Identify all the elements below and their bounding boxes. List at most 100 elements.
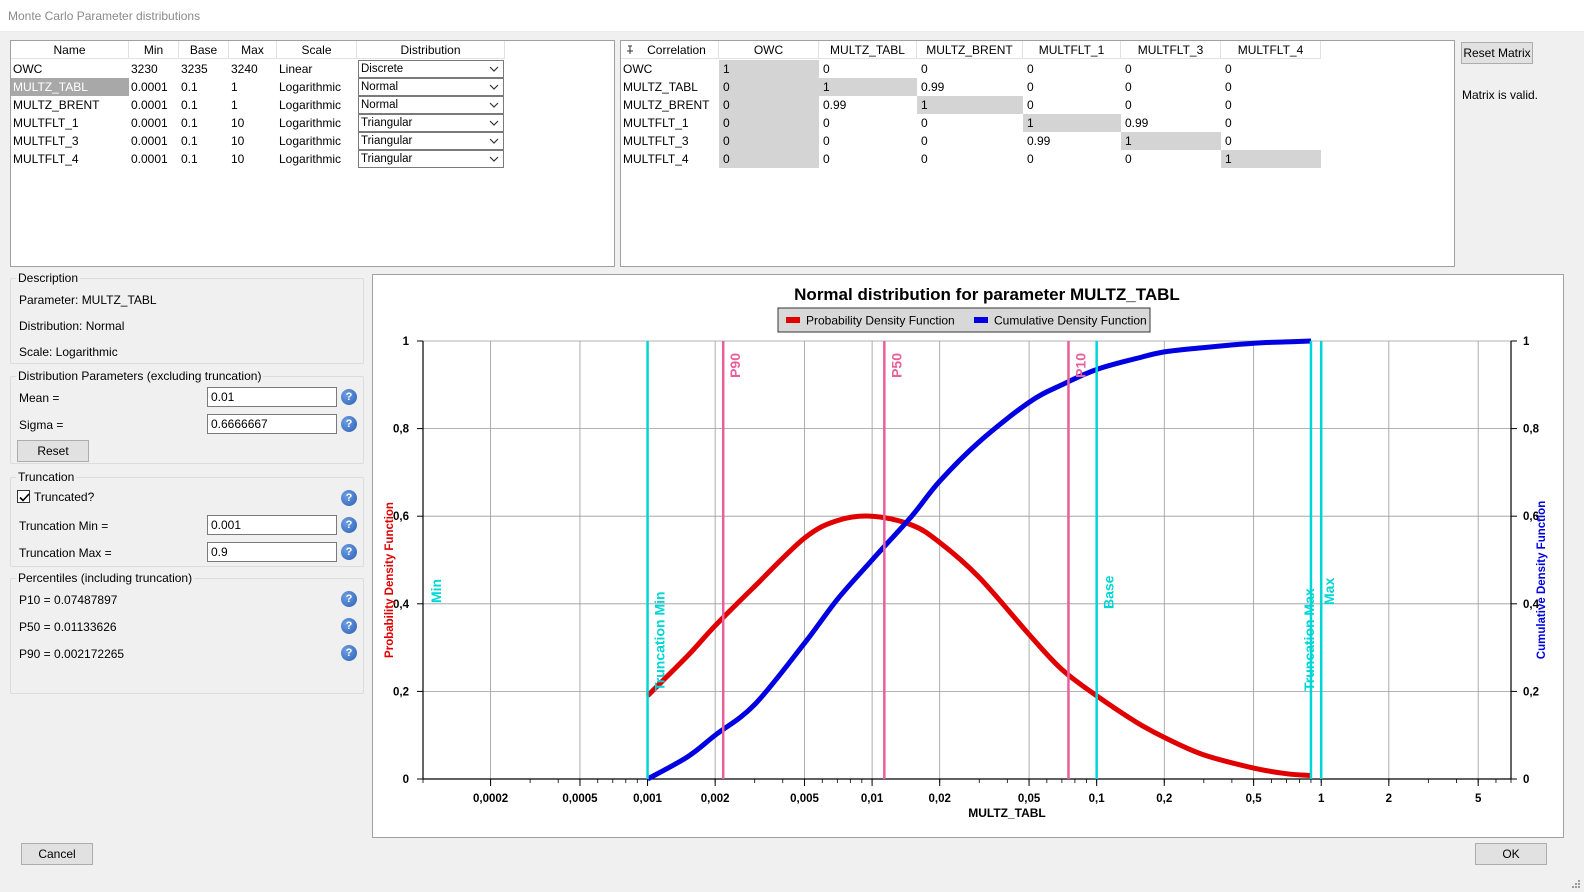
ok-button[interactable]: OK: [1475, 843, 1547, 865]
correlation-cell[interactable]: 0: [1225, 80, 1232, 94]
mean-input[interactable]: [207, 387, 337, 407]
correlation-cell[interactable]: 0: [823, 152, 830, 166]
correlation-cell[interactable]: 0: [921, 134, 928, 148]
correlation-row-header[interactable]: MULTZ_TABL: [623, 80, 698, 94]
correlation-cell[interactable]: 1: [1023, 114, 1121, 132]
truncated-label: Truncated?: [34, 490, 95, 504]
truncation-min-input[interactable]: [207, 515, 337, 535]
param-cell-name[interactable]: MULTFLT_3: [13, 134, 79, 148]
param-cell-base: 0.1: [181, 134, 198, 148]
correlation-cell[interactable]: 0: [719, 114, 819, 132]
correlation-column-header[interactable]: MULTFLT_1: [1023, 41, 1121, 59]
correlation-column-header[interactable]: MULTFLT_3: [1121, 41, 1221, 59]
correlation-cell[interactable]: 1: [819, 78, 917, 96]
correlation-row-header[interactable]: MULTFLT_3: [623, 134, 689, 148]
column-header-base[interactable]: Base: [179, 41, 229, 59]
correlation-cell[interactable]: 0.99: [921, 80, 945, 94]
correlation-column-header[interactable]: MULTFLT_4: [1221, 41, 1321, 59]
column-header-min[interactable]: Min: [129, 41, 179, 59]
correlation-cell[interactable]: 0: [1027, 80, 1034, 94]
help-icon[interactable]: ?: [341, 389, 357, 405]
distribution-select[interactable]: Triangular: [358, 150, 504, 168]
x-tick-label: 5: [1475, 793, 1482, 805]
correlation-cell[interactable]: 0: [719, 150, 819, 168]
correlation-cell[interactable]: 0: [1225, 134, 1232, 148]
correlation-cell[interactable]: 0: [719, 96, 819, 114]
column-header-max[interactable]: Max: [229, 41, 277, 59]
chart-canvas: Normal distribution for parameter MULTZ_…: [384, 285, 1548, 820]
correlation-cell[interactable]: 0: [1027, 98, 1034, 112]
param-cell-name[interactable]: OWC: [13, 62, 43, 76]
correlation-column-header[interactable]: MULTZ_BRENT: [917, 41, 1023, 59]
distribution-select-value: Triangular: [361, 135, 413, 147]
correlation-cell[interactable]: 1: [917, 96, 1023, 114]
x-tick-label: 2: [1386, 793, 1392, 805]
column-header-name[interactable]: Name: [11, 41, 129, 59]
help-icon[interactable]: ?: [341, 591, 357, 607]
param-cell-max: 3240: [231, 62, 258, 76]
distribution-select[interactable]: Normal: [358, 78, 504, 96]
sigma-input[interactable]: [207, 414, 337, 434]
param-cell-name[interactable]: MULTFLT_4: [13, 152, 79, 166]
p90-value: P90 = 0.002172265: [19, 647, 125, 661]
correlation-cell[interactable]: 0: [1125, 98, 1132, 112]
reset-button[interactable]: Reset: [17, 440, 89, 462]
correlation-cell[interactable]: 0: [823, 134, 830, 148]
correlation-cell[interactable]: 0: [1225, 116, 1232, 130]
correlation-cell[interactable]: 0: [921, 116, 928, 130]
help-icon[interactable]: ?: [341, 490, 357, 506]
help-icon[interactable]: ?: [341, 517, 357, 533]
y-right-tick-label: 0: [1523, 774, 1529, 786]
param-cell-name[interactable]: MULTFLT_1: [13, 116, 79, 130]
correlation-row-header[interactable]: MULTZ_BRENT: [623, 98, 710, 112]
correlation-cell[interactable]: 0.99: [1027, 134, 1051, 148]
correlation-cell[interactable]: 0: [1225, 98, 1232, 112]
column-header-distribution[interactable]: Distribution: [357, 41, 505, 59]
correlation-row-header[interactable]: MULTFLT_4: [623, 152, 689, 166]
correlation-cell[interactable]: 1: [1221, 150, 1321, 168]
correlation-cell[interactable]: 0: [823, 116, 830, 130]
distribution-select[interactable]: Normal: [358, 96, 504, 114]
distribution-select-value: Triangular: [361, 153, 413, 165]
pin-icon[interactable]: [625, 45, 635, 55]
description-group: [10, 278, 364, 364]
resize-grip-icon[interactable]: [1570, 878, 1580, 888]
correlation-cell[interactable]: 0: [1125, 152, 1132, 166]
correlation-column-header[interactable]: MULTZ_TABL: [819, 41, 917, 59]
correlation-cell[interactable]: 0: [719, 132, 819, 150]
truncation-max-input[interactable]: [207, 542, 337, 562]
correlation-cell[interactable]: 0: [921, 152, 928, 166]
help-icon[interactable]: ?: [341, 618, 357, 634]
correlation-row-header[interactable]: MULTFLT_1: [623, 116, 689, 130]
correlation-cell[interactable]: 0: [823, 62, 830, 76]
reset-matrix-button[interactable]: Reset Matrix: [1461, 42, 1533, 64]
correlation-column-header[interactable]: OWC: [719, 41, 819, 59]
param-cell-name[interactable]: MULTZ_TABL: [11, 78, 129, 96]
help-icon[interactable]: ?: [341, 416, 357, 432]
cancel-button[interactable]: Cancel: [21, 843, 93, 865]
correlation-cell[interactable]: 0.99: [823, 98, 847, 112]
parameters-table: Name Min Base Max Scale Distribution OWC 3230 32…: [10, 40, 615, 267]
correlation-cell[interactable]: 0: [1225, 62, 1232, 76]
correlation-cell[interactable]: 0: [1125, 62, 1132, 76]
column-header-scale[interactable]: Scale: [277, 41, 357, 59]
correlation-row-header[interactable]: OWC: [623, 62, 653, 76]
param-cell-base: 0.1: [181, 80, 198, 94]
correlation-cell[interactable]: 0: [1125, 80, 1132, 94]
help-icon[interactable]: ?: [341, 645, 357, 661]
param-cell-name[interactable]: MULTZ_BRENT: [13, 98, 100, 112]
distribution-select[interactable]: Triangular: [358, 132, 504, 150]
mean-label: Mean =: [19, 391, 60, 405]
distribution-select[interactable]: Discrete: [358, 60, 504, 78]
correlation-cell[interactable]: 1: [719, 60, 819, 78]
correlation-cell[interactable]: 0: [1027, 62, 1034, 76]
truncated-checkbox[interactable]: [17, 490, 30, 503]
param-cell-min: 0.0001: [131, 134, 168, 148]
correlation-cell[interactable]: 0: [719, 78, 819, 96]
help-icon[interactable]: ?: [341, 544, 357, 560]
correlation-cell[interactable]: 0: [1027, 152, 1034, 166]
distribution-select[interactable]: Triangular: [358, 114, 504, 132]
correlation-cell[interactable]: 0: [921, 62, 928, 76]
correlation-cell[interactable]: 0.99: [1125, 116, 1149, 130]
correlation-cell[interactable]: 1: [1121, 132, 1221, 150]
